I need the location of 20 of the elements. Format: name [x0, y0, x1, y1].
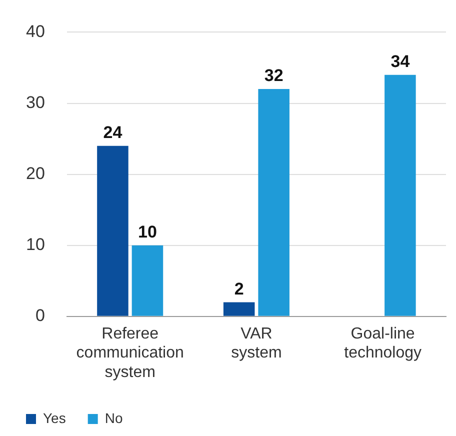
bar [132, 245, 164, 316]
legend-label: No [104, 410, 123, 426]
data-label: 10 [138, 222, 157, 242]
x-tick-label: Goal-line technology [344, 325, 422, 362]
y-tick-label: 20 [26, 164, 45, 183]
x-tick-label: VAR system [231, 325, 282, 362]
data-label: 2 [234, 279, 244, 298]
data-label: 24 [103, 123, 123, 142]
legend-label: Yes [43, 410, 66, 426]
y-tick-label: 30 [26, 92, 45, 112]
y-tick-label: 10 [26, 235, 45, 254]
y-tick-label: 40 [26, 22, 45, 41]
bar [223, 302, 255, 316]
bar [97, 146, 128, 316]
data-label: 32 [264, 66, 284, 86]
bar [258, 89, 290, 316]
x-tick-label: Referee communication system [76, 325, 184, 381]
y-tick-label: 0 [35, 306, 45, 326]
data-label: 34 [390, 52, 410, 72]
bar [384, 74, 416, 316]
